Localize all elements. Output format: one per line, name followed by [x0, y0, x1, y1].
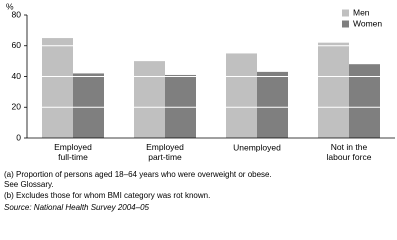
legend-label: Women: [353, 18, 382, 28]
bar: [42, 38, 73, 138]
footnote: See Glossary.: [4, 180, 54, 189]
x-tick-label: Unemployed: [233, 142, 281, 152]
bar: [318, 42, 349, 138]
unit-label: %: [6, 1, 14, 11]
x-tick-label: Not in the labour force: [327, 142, 372, 162]
y-tick-label: 0: [16, 132, 21, 142]
bar: [165, 74, 196, 138]
footnote: (b) Excludes those for whom BMI category…: [4, 191, 210, 200]
y-tick-label: 40: [12, 71, 22, 81]
bar: [134, 61, 165, 138]
y-tick-label: 60: [12, 40, 22, 50]
y-tick-label: 80: [12, 9, 22, 19]
chart: % (a) Proportion of persons aged 18–64 y…: [4, 1, 395, 212]
legend-swatch: [342, 9, 349, 17]
x-tick-label: Employed part-time: [146, 142, 184, 162]
bar: [73, 73, 104, 138]
legend-label: Men: [353, 7, 370, 17]
bar: [257, 71, 288, 138]
bar: [226, 53, 257, 138]
x-tick-label: Employed full-time: [54, 142, 92, 162]
bar: [349, 64, 380, 138]
source: Source: National Health Survey 2004–05: [4, 203, 150, 212]
legend-swatch: [342, 20, 349, 28]
footnote: (a) Proportion of persons aged 18–64 yea…: [4, 170, 272, 179]
y-tick-label: 20: [12, 102, 22, 112]
